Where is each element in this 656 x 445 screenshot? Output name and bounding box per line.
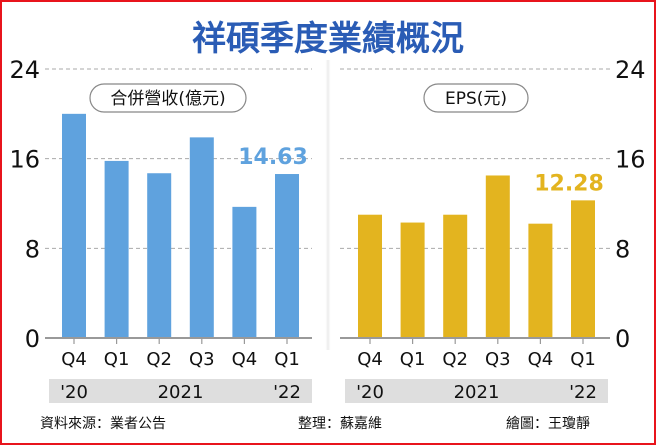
bar-q2-2 <box>443 214 468 338</box>
footer-source: 資料來源：業者公告 <box>40 416 166 432</box>
x-tick-label: Q4 <box>357 349 383 370</box>
y-tick-label: 0 <box>615 325 630 353</box>
series-title-pill <box>89 83 247 113</box>
bar-q4-0 <box>62 113 86 338</box>
year-label: '22 <box>569 382 597 403</box>
year-band <box>262 379 312 403</box>
y-tick-label: 8 <box>25 235 40 263</box>
year-band <box>387 379 566 403</box>
year-label: '20 <box>60 382 88 403</box>
x-tick-label: Q4 <box>528 349 554 370</box>
x-tick-label: Q1 <box>104 349 130 370</box>
year-label: '22 <box>273 382 301 403</box>
bar-q2-2 <box>147 173 172 338</box>
series-title-pill <box>423 83 529 113</box>
data-label: 14.63 <box>238 145 308 170</box>
bar-q3-3 <box>189 137 214 338</box>
year-band <box>558 379 608 403</box>
x-tick-label: Q2 <box>442 349 468 370</box>
chart-title: 祥碩季度業績概況 <box>192 19 464 59</box>
y-tick-label: 16 <box>9 146 40 174</box>
bar-q3-3 <box>485 175 510 338</box>
bar-q1-5 <box>571 200 595 338</box>
year-label: 2021 <box>158 382 204 403</box>
x-tick-label: Q3 <box>189 349 215 370</box>
series-title: EPS(元) <box>445 89 507 109</box>
y-tick-label: 24 <box>615 56 646 84</box>
bar-q1-1 <box>400 222 425 338</box>
y-tick-label: 16 <box>615 146 646 174</box>
year-label: '20 <box>356 382 384 403</box>
series-title: 合併營收(億元) <box>110 89 225 109</box>
year-band <box>91 379 270 403</box>
year-label: 2021 <box>454 382 500 403</box>
x-tick-label: Q4 <box>61 349 87 370</box>
year-band <box>49 379 99 403</box>
y-tick-label: 8 <box>615 235 630 263</box>
bar-q4-4 <box>232 206 257 338</box>
x-tick-label: Q1 <box>274 349 300 370</box>
x-tick-label: Q1 <box>570 349 596 370</box>
x-tick-label: Q4 <box>232 349 258 370</box>
data-label: 12.28 <box>534 171 604 196</box>
x-tick-label: Q2 <box>146 349 172 370</box>
bar-q1-1 <box>104 160 129 338</box>
x-tick-label: Q3 <box>485 349 511 370</box>
year-band <box>345 379 395 403</box>
footer-artist: 繪圖：王瓊靜 <box>506 415 590 432</box>
bar-q4-4 <box>528 223 553 338</box>
bar-q4-0 <box>358 214 382 338</box>
x-tick-label: Q1 <box>400 349 426 370</box>
footer-editor: 整理：蘇嘉維 <box>298 416 382 432</box>
y-tick-label: 0 <box>25 325 40 353</box>
y-tick-label: 24 <box>9 56 40 84</box>
bar-q1-5 <box>275 174 299 338</box>
